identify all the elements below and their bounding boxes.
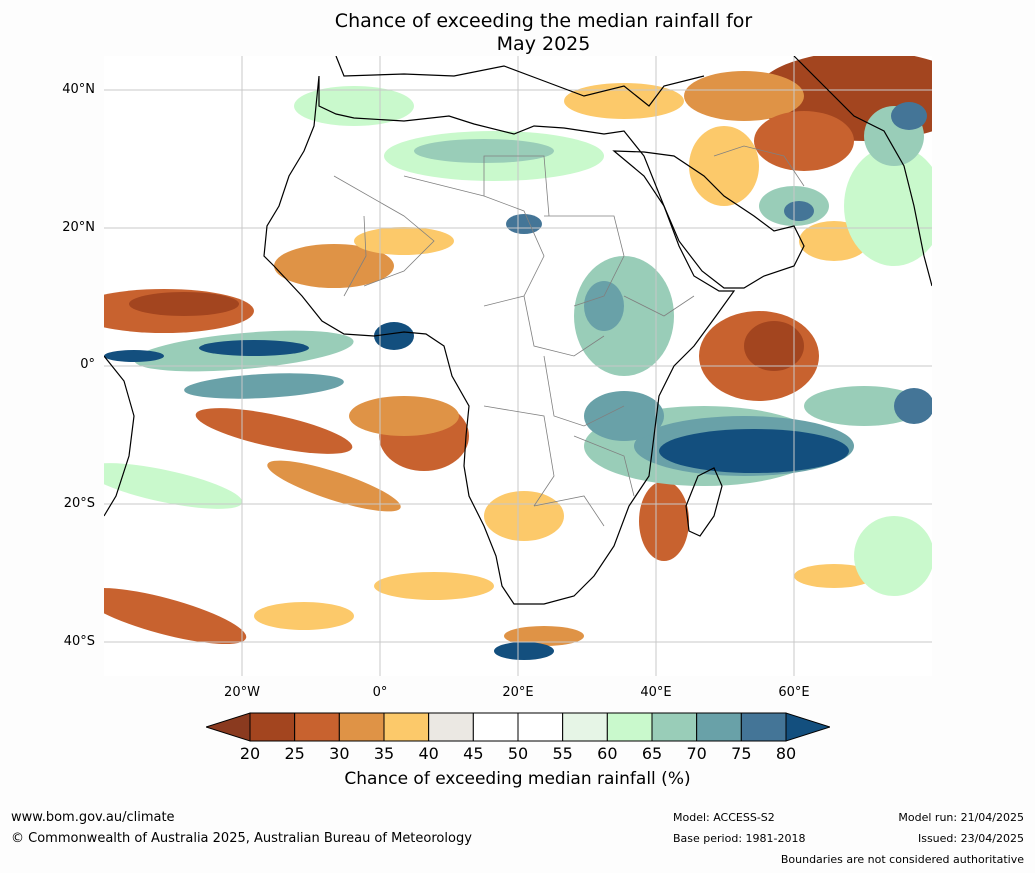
lon-label-20e: 20°E bbox=[502, 685, 534, 700]
colorbar-cell bbox=[249, 712, 296, 742]
colorbar-tick-label: 45 bbox=[463, 744, 484, 763]
lat-label-40s: 40°S bbox=[63, 634, 95, 649]
colorbar-cell bbox=[606, 712, 653, 742]
lon-label-20w: 20°W bbox=[224, 685, 260, 700]
below-median-patches bbox=[104, 56, 932, 646]
lat-label-20s: 20°S bbox=[63, 496, 95, 511]
colorbar-tick-label: 75 bbox=[731, 744, 752, 763]
footer-issued: Issued: 23/04/2025 bbox=[917, 832, 1024, 845]
lon-label-0: 0° bbox=[372, 685, 388, 700]
rainfall-map bbox=[104, 56, 932, 676]
country-boundaries bbox=[333, 145, 805, 527]
map-gridlines bbox=[104, 56, 932, 676]
colorbar-tick-label: 70 bbox=[686, 744, 707, 763]
footer-base-period: Base period: 1981-2018 bbox=[673, 832, 806, 845]
footer-copyright: © Commonwealth of Australia 2025, Austra… bbox=[11, 831, 472, 846]
colorbar-tick-label: 35 bbox=[373, 744, 395, 763]
colorbar-cells bbox=[249, 712, 787, 742]
colorbar-tick-label: 80 bbox=[775, 744, 797, 763]
above-median-patches bbox=[104, 86, 932, 660]
colorbar-cell bbox=[562, 712, 608, 742]
footer-url: www.bom.gov.au/climate bbox=[11, 810, 175, 825]
map-title-line1: Chance of exceeding the median rainfall … bbox=[334, 10, 753, 32]
footer-model-run: Model run: 21/04/2025 bbox=[898, 811, 1024, 824]
lon-label-60e: 60°E bbox=[778, 685, 810, 700]
colorbar-cell bbox=[651, 712, 698, 742]
colorbar-tick-label: 40 bbox=[418, 744, 439, 763]
colorbar-tick-label: 65 bbox=[641, 744, 663, 763]
map-title-line2: May 2025 bbox=[496, 33, 591, 55]
colorbar-tick-label: 60 bbox=[597, 744, 618, 763]
colorbar bbox=[206, 712, 830, 742]
colorbar-over-arrow bbox=[785, 712, 830, 742]
lon-label-40e: 40°E bbox=[640, 685, 672, 700]
colorbar-cell bbox=[294, 712, 340, 742]
colorbar-tick-label: 50 bbox=[507, 744, 529, 763]
footer-model: Model: ACCESS-S2 bbox=[673, 811, 775, 824]
colorbar-cell bbox=[338, 712, 385, 742]
colorbar-under-arrow bbox=[206, 712, 251, 742]
colorbar-label: Chance of exceeding median rainfall (%) bbox=[344, 769, 691, 789]
coastline bbox=[104, 56, 932, 605]
colorbar-tick-label: 20 bbox=[239, 744, 261, 763]
lat-label-20n: 20°N bbox=[62, 220, 95, 235]
colorbar-tick-label: 30 bbox=[329, 744, 350, 763]
colorbar-cell bbox=[472, 712, 519, 742]
footer-disclaimer: Boundaries are not considered authoritat… bbox=[780, 853, 1024, 866]
colorbar-cell bbox=[517, 712, 564, 742]
map-title: Chance of exceeding the median rainfall … bbox=[0, 10, 1035, 56]
colorbar-tick-label: 25 bbox=[284, 744, 305, 763]
colorbar-cell bbox=[696, 712, 742, 742]
colorbar-cell bbox=[428, 712, 474, 742]
colorbar-cell bbox=[740, 712, 787, 742]
lat-label-40n: 40°N bbox=[62, 82, 95, 97]
colorbar-tick-label: 55 bbox=[552, 744, 573, 763]
lat-label-0: 0° bbox=[80, 357, 95, 372]
colorbar-cell bbox=[383, 712, 430, 742]
rainfall-map-canvas bbox=[104, 56, 932, 676]
